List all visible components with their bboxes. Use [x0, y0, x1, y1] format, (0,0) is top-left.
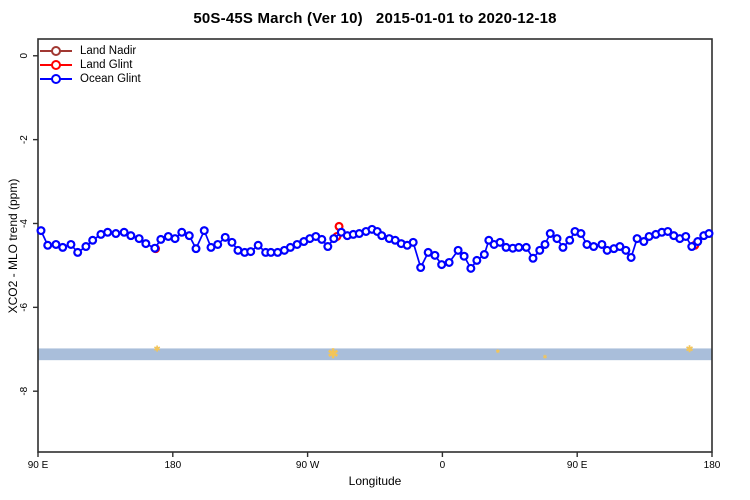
ocean-glint-point [323, 242, 333, 252]
ocean-glint-point [66, 239, 76, 249]
band-flag-marker-icon: ✱ [496, 349, 501, 355]
ocean-glint-point [150, 243, 160, 253]
ocean-glint-point [681, 231, 691, 241]
ocean-glint-point [589, 242, 599, 252]
ocean-glint-point [597, 239, 607, 249]
y-tick-label: -8 [19, 386, 30, 395]
x-tick-label: 90 E [28, 460, 49, 471]
ocean-glint-point [479, 250, 489, 260]
ocean-glint-point [213, 239, 223, 249]
ocean-glint-point [191, 244, 201, 254]
ocean-glint-point [495, 237, 505, 247]
land-glint-marker-icon [40, 60, 72, 70]
ocean-glint-point [576, 229, 586, 239]
y-axis-title: XCO2 - MLO trend (ppm) [6, 178, 20, 314]
ocean-glint-point [317, 234, 327, 244]
ocean-glint-point [521, 242, 531, 252]
ocean-glint-point [615, 242, 625, 252]
band-flag-marker-icon: ✱ [328, 346, 339, 361]
x-axis-title: Longitude [348, 474, 402, 488]
ocean-glint-point [43, 240, 53, 250]
ocean-glint-point [246, 247, 256, 257]
ocean-glint-point [535, 245, 545, 255]
ocean-glint-point [134, 234, 144, 244]
ocean-glint-point [141, 239, 151, 249]
legend-item-land-glint: Land Glint [40, 58, 141, 72]
ocean-glint-point [540, 239, 550, 249]
x-tick-label: 180 [704, 460, 721, 471]
ocean-glint-point [220, 232, 230, 242]
ocean-glint-point [459, 251, 469, 261]
ocean-glint-point [639, 237, 649, 247]
x-tick-label: 180 [164, 460, 181, 471]
ocean-glint-point [329, 234, 339, 244]
ocean-glint-point [444, 257, 454, 267]
ocean-glint-point [199, 226, 209, 236]
ocean-glint-point [184, 231, 194, 241]
ocean-glint-point [626, 252, 636, 262]
ocean-glint-point [36, 226, 46, 236]
ocean-glint-point [430, 250, 440, 260]
legend-label: Land Nadir [80, 45, 137, 57]
ocean-glint-point [377, 231, 387, 241]
legend-item-ocean-glint: Ocean Glint [40, 72, 141, 86]
x-tick-label: 90 E [567, 460, 588, 471]
ocean-glint-point [472, 255, 482, 265]
ocean-glint-point [528, 253, 538, 263]
x-tick-label: 90 W [296, 460, 320, 471]
land-nadir-marker-icon [40, 46, 72, 56]
band-flag-marker-icon: ✱ [686, 344, 694, 354]
ocean-glint-point [126, 231, 136, 241]
band-flag-marker-icon: ✱ [154, 344, 161, 353]
y-tick-label: -6 [19, 302, 30, 311]
ocean-glint-point [58, 242, 68, 252]
ocean-glint-point [88, 235, 98, 245]
legend-item-land-nadir: Land Nadir [40, 44, 141, 58]
ocean-glint-point [103, 227, 113, 237]
ocean-glint-point [621, 245, 631, 255]
ocean-glint-point [704, 229, 714, 239]
ocean-glint-point [437, 260, 447, 270]
ocean-glint-point [693, 237, 703, 247]
ocean-glint-point [514, 242, 524, 252]
ocean-glint-point [408, 237, 418, 247]
plot-box [37, 38, 713, 453]
ocean-glint-point [227, 237, 237, 247]
ocean-glint-point [177, 227, 187, 237]
ocean-glint-point [453, 245, 463, 255]
ocean-glint-point [111, 229, 121, 239]
ocean-glint-point [687, 242, 697, 252]
legend-label: Land Glint [80, 59, 133, 71]
y-tick-label: 0 [19, 53, 30, 59]
chart-title: 50S-45S March (Ver 10) 2015-01-01 to 202… [193, 10, 557, 27]
y-tick-label: -2 [19, 135, 30, 144]
ocean-glint-point [73, 247, 83, 257]
y-tick-label: -4 [19, 219, 30, 228]
highlight-band [38, 348, 712, 361]
ocean-glint-point [565, 235, 575, 245]
ocean-glint-point [466, 263, 476, 273]
ocean-glint-point [545, 229, 555, 239]
ocean-glint-point [416, 263, 426, 273]
x-tick-label: 0 [440, 460, 446, 471]
ocean-glint-point [156, 234, 166, 244]
ocean-glint-point [663, 226, 673, 236]
ocean-glint-point [119, 227, 129, 237]
ocean-glint-point [253, 240, 263, 250]
legend: Land Nadir Land Glint Ocean Glint [40, 44, 141, 86]
ocean-glint-marker-icon [40, 74, 72, 84]
ocean-glint-point [552, 234, 562, 244]
band-flag-marker-icon: ✱ [543, 355, 548, 361]
ocean-glint-point [170, 234, 180, 244]
ocean-glint-point [81, 242, 91, 252]
legend-label: Ocean Glint [80, 73, 141, 85]
ocean-glint-point [558, 242, 568, 252]
